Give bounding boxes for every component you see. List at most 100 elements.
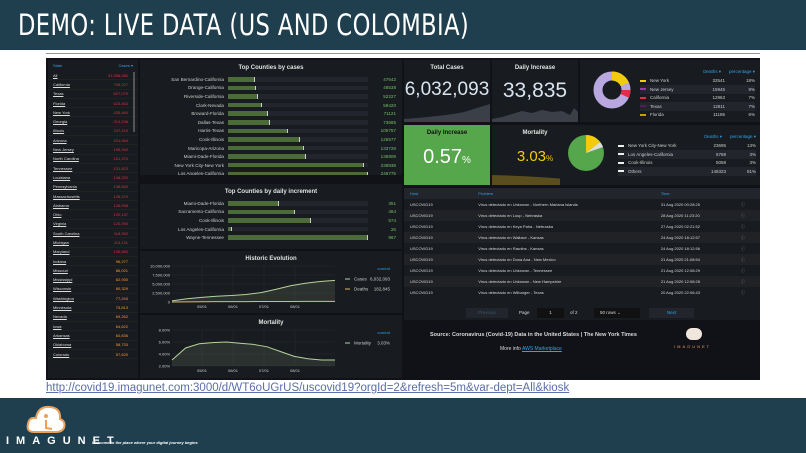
scrollbar[interactable] — [133, 72, 135, 132]
bar-value: 967 — [388, 235, 396, 241]
state-row[interactable]: Arkansas 60,836 — [48, 331, 138, 341]
state-row[interactable]: California 708,207 — [48, 80, 138, 90]
state-row[interactable]: Oklahoma 58,733 — [48, 341, 138, 350]
state-row[interactable]: Iowa 64,622 — [48, 322, 138, 332]
state-row[interactable]: Mississippi 82,930 — [48, 276, 138, 285]
legend-current-header: current — [378, 266, 391, 271]
state-row[interactable]: North Carolina 161,370 — [48, 155, 138, 164]
series-area — [172, 342, 335, 366]
info-icon[interactable]: ⓘ — [740, 267, 745, 273]
state-cases: 435,480 — [113, 109, 128, 115]
sparkline — [404, 104, 490, 122]
legend-pct: 18% — [745, 78, 755, 84]
cloud-logo-icon — [686, 328, 702, 340]
col-problem[interactable]: Problem — [458, 188, 655, 199]
next-button[interactable]: Next — [649, 308, 694, 318]
state-row[interactable]: Georgia 214,236 — [48, 117, 138, 127]
state-name: Oklahoma — [53, 342, 72, 348]
state-row[interactable]: Massachusetts 128,379 — [48, 192, 138, 202]
state-row[interactable]: Ohio 120,137 — [48, 210, 138, 220]
x-tick-label: 06/01 — [228, 368, 239, 373]
legend-deaths: 148323 — [710, 168, 726, 174]
info-icon[interactable]: ⓘ — [734, 210, 760, 221]
bar-row: Miami-Dade-Florida 351 — [140, 199, 402, 208]
info-icon[interactable]: ⓘ — [740, 201, 745, 207]
legend-pct: 6% — [748, 112, 755, 118]
state-row[interactable]: Florida 623,463 — [48, 99, 138, 109]
tagline: Welcome to the place where your digital … — [92, 440, 198, 445]
state-row[interactable]: New York 435,480 — [48, 108, 138, 118]
bar-value: 73685 — [383, 119, 396, 125]
info-icon[interactable]: ⓘ — [734, 276, 760, 287]
alert-row[interactable]: USCOVID19 Virus detectado en Keya Paha - … — [404, 221, 760, 232]
state-row[interactable]: Maryland 106,680 — [48, 248, 138, 257]
state-row[interactable]: Washington 77,243 — [48, 294, 138, 304]
alert-row[interactable]: USCOVID19 Virus detectado en Wallace - Ka… — [404, 232, 760, 243]
dashboard-url-link[interactable]: http://covid19.imagunet.com:3000/d/WT6oU… — [46, 382, 570, 394]
state-row[interactable]: Virginia 120,394 — [48, 220, 138, 230]
alert-row[interactable]: USCOVID19 Virus detectado en Unknown - Te… — [404, 265, 760, 276]
y-tick-label: 2.00% — [159, 364, 171, 369]
info-icon[interactable]: ⓘ — [734, 254, 760, 265]
state-row[interactable]: Arizona 201,064 — [48, 136, 138, 146]
state-cases: 60,836 — [115, 332, 128, 338]
bar-row: Los Angeles-California 246775 — [140, 170, 402, 175]
state-cases: 195,340 — [113, 147, 128, 153]
alert-row[interactable]: USCOVID19 Virus detectado en Dona Ana - N… — [404, 254, 760, 265]
state-row[interactable]: Michigan 113,131 — [48, 238, 138, 248]
state-name: Pennsylvania — [53, 184, 77, 190]
state-row[interactable]: Wisconsin 80,329 — [48, 285, 138, 295]
col-host[interactable]: Host — [404, 188, 459, 199]
state-row[interactable]: Colorado 57,620 — [48, 350, 138, 360]
state-name: Wisconsin — [53, 286, 72, 292]
info-icon[interactable]: ⓘ — [740, 289, 745, 295]
info-icon[interactable]: ⓘ — [740, 245, 745, 251]
state-row[interactable]: Illinois 237,219 — [48, 127, 138, 137]
previous-button[interactable]: Previous — [466, 308, 508, 318]
alert-row[interactable]: USCOVID19 Virus detectado en Wilbarger - … — [404, 287, 760, 298]
state-row[interactable]: Minnesota 75,813 — [48, 303, 138, 313]
y-tick-label: 2,500,000 — [152, 291, 171, 296]
aws-marketplace-link[interactable]: AWS Marketplace — [521, 346, 562, 352]
alert-time: 20 Aug 2020 22:06:43 — [660, 290, 700, 295]
alert-host: USCOVID19 — [404, 210, 459, 221]
alert-row[interactable]: USCOVID19 Virus detectado en Unknown - Ne… — [404, 276, 760, 287]
info-icon[interactable]: ⓘ — [734, 232, 760, 243]
bar-label: New York City-New York — [174, 162, 224, 168]
state-row[interactable]: Tennessee 131,823 — [48, 164, 138, 174]
state-cases: 126,058 — [113, 202, 128, 208]
pie-chart — [568, 135, 604, 171]
alert-problem: Virus detectado en Dona Ana - New Mexico — [458, 254, 655, 265]
state-row[interactable]: Texas 627,079 — [48, 90, 138, 99]
alert-row[interactable]: USCOVID19 Virus detectado en Rawlins - Ka… — [404, 243, 760, 254]
state-cases: 128,379 — [113, 193, 128, 199]
state-row[interactable]: South Carolina 118,992 — [48, 229, 138, 239]
alert-row[interactable]: USCOVID19 Virus detectado en Unknown - No… — [404, 199, 760, 210]
col-time[interactable]: Time — [654, 188, 735, 199]
bar-label: Maricopa-Arizona — [188, 145, 224, 151]
state-row[interactable]: Pennsylvania 138,840 — [48, 183, 138, 192]
bar-row: Miami-Dade-Florida 136909 — [140, 152, 402, 161]
state-row[interactable]: Louisiana 148,320 — [48, 173, 138, 183]
page-input[interactable]: 1 — [537, 308, 564, 318]
bar-track — [228, 226, 368, 232]
rows-select[interactable]: 50 rows ⌄ — [594, 308, 640, 318]
bar-track — [228, 235, 368, 240]
col-state[interactable]: State — [53, 63, 63, 68]
state-name: Arizona — [53, 137, 67, 143]
state-row[interactable]: Nevada 69,262 — [48, 313, 138, 323]
info-icon[interactable]: ⓘ — [740, 223, 745, 229]
bar-label: Wayne-Tennessee — [186, 235, 224, 241]
col-cases[interactable]: Cases ▾ — [118, 63, 133, 68]
legend-name: Texas — [650, 103, 662, 109]
state-row[interactable]: New Jersey 195,340 — [48, 145, 138, 155]
state-name: California — [53, 81, 70, 87]
state-name: Ohio — [53, 212, 62, 218]
state-row[interactable]: Missouri 86,021 — [48, 266, 138, 276]
state-row[interactable]: All 31,558,080 — [48, 71, 138, 81]
alert-host: USCOVID19 — [404, 254, 459, 265]
state-row[interactable]: Alabama 126,058 — [48, 201, 138, 211]
alert-row[interactable]: USCOVID19 Virus detectado en Loup - Nebra… — [404, 210, 760, 221]
bar-label: Dallas-Texas — [197, 119, 224, 125]
state-row[interactable]: Indiana 96,277 — [48, 257, 138, 267]
